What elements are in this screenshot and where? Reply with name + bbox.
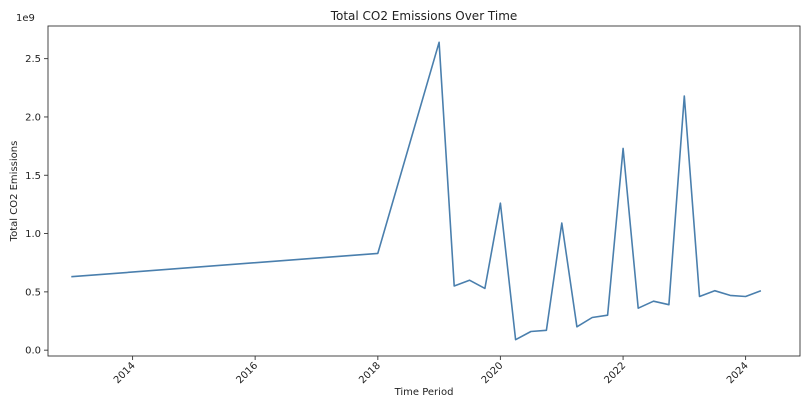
data-point	[377, 253, 379, 255]
data-point	[546, 330, 548, 332]
data-point	[760, 290, 762, 292]
y-axis-label: Total CO2 Emissions	[9, 141, 20, 243]
y-tick-label: 2.0	[25, 112, 41, 123]
data-point	[637, 307, 639, 309]
data-point	[515, 339, 517, 341]
y-tick-label: 1.0	[25, 229, 41, 240]
data-point	[699, 296, 701, 298]
data-point	[653, 300, 655, 302]
y-axis-ticks: 0.0 0.5 1.0 1.5 2.0 2.5	[25, 54, 48, 357]
data-point	[438, 42, 440, 44]
y-offset-label: 1e9	[16, 13, 35, 24]
data-point	[469, 279, 471, 281]
data-point	[607, 314, 609, 316]
plot-frame	[47, 25, 801, 357]
x-axis-label: Time Period	[394, 387, 454, 398]
data-point	[622, 148, 624, 150]
data-point	[668, 304, 670, 306]
data-point	[500, 202, 502, 204]
data-point	[684, 95, 686, 97]
data-point	[561, 222, 563, 224]
series-line	[71, 41, 762, 341]
data-point	[729, 295, 731, 297]
y-tick-label: 1.5	[25, 171, 41, 182]
data-point	[591, 317, 593, 319]
y-tick-label: 0.0	[25, 346, 41, 357]
data-point	[453, 285, 455, 287]
data-point	[484, 288, 486, 290]
data-point	[576, 326, 578, 328]
y-tick-label: 2.5	[25, 54, 41, 65]
data-point	[71, 276, 73, 278]
y-tick-label: 0.5	[25, 287, 41, 298]
data-point	[745, 296, 747, 298]
chart-title: Total CO2 Emissions Over Time	[330, 9, 518, 23]
data-point	[714, 290, 716, 292]
data-point	[530, 331, 532, 333]
